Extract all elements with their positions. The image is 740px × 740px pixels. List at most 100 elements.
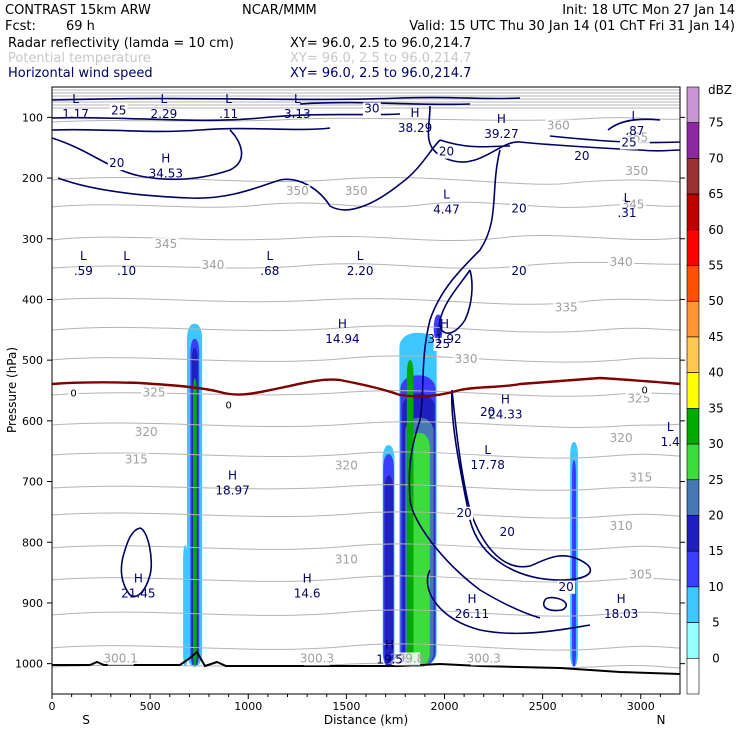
theta-label-bg xyxy=(107,652,134,666)
y-tick-label: 900 xyxy=(22,597,43,610)
y-tick-label: 1000 xyxy=(15,658,43,671)
valid-time: Valid: 15 UTC Thu 30 Jan 14 (01 ChT Fri … xyxy=(409,19,735,34)
colorbar-label: 65 xyxy=(708,187,723,201)
theta-label-bg xyxy=(284,185,311,199)
colorbar-swatch xyxy=(686,372,700,409)
wind-contour-small xyxy=(543,596,568,612)
colorbar-swatch xyxy=(686,443,700,481)
wind-label: 25 xyxy=(111,103,126,117)
colorbar-label: 75 xyxy=(708,116,723,130)
plot-area: 3603553503503503453453403403353303253253… xyxy=(51,87,681,694)
wind-label: 20 xyxy=(456,506,471,520)
colorbar-swatch xyxy=(686,86,700,124)
extremum-value: 24.33 xyxy=(488,408,522,422)
theta-label: 299.8 xyxy=(390,651,424,665)
theta-label: 345 xyxy=(621,197,644,211)
wind-label-bg xyxy=(498,526,517,540)
theta-label-bg xyxy=(453,353,480,367)
wind-contour-20-deep xyxy=(408,149,541,619)
theta-label: 360 xyxy=(547,118,570,132)
colorbar-label: 70 xyxy=(708,151,723,165)
extremum-value: 26.11 xyxy=(455,607,489,621)
theta-label: 350 xyxy=(286,184,309,198)
wind-label: 20 xyxy=(439,145,454,159)
extremum-marker: H xyxy=(228,469,237,483)
theta-contour-333 xyxy=(51,355,681,363)
wind-contour-20-main xyxy=(57,139,441,211)
y-tick-label: 700 xyxy=(22,476,43,489)
reflectivity-cell xyxy=(572,460,576,667)
wind-contour-25b xyxy=(51,127,331,133)
theta-contour-320 xyxy=(51,543,681,551)
colorbar-label: 45 xyxy=(708,330,723,344)
theta-label-bg xyxy=(141,386,168,400)
colorbar: 0 5 10 15 20 25 30 35 40 45 50 55 60 65 70 75 xyxy=(686,86,724,695)
extremum-value: .87 xyxy=(625,124,644,138)
wind-contour-25 xyxy=(51,113,401,122)
x-axis: 0 500 1000 1500 2000 2500 3000 xyxy=(49,694,661,713)
extremum-value: 18.03 xyxy=(604,607,638,621)
zero-label: 0 xyxy=(225,401,231,412)
extremum-marker: H xyxy=(303,572,312,586)
reflectivity-layer xyxy=(183,314,578,667)
colorbar-label: 60 xyxy=(708,223,723,237)
zero-label-bg xyxy=(68,387,79,399)
field-xy-theta: XY= 96.0, 2.5 to 96.0,214.7 xyxy=(290,51,471,66)
colorbar-swatch xyxy=(686,336,700,373)
wind-label-bg xyxy=(557,580,576,594)
wind-label: 20 xyxy=(574,149,589,163)
reflectivity-cell xyxy=(408,432,430,667)
wind-label-bg xyxy=(437,145,456,159)
wind-contour-20-left xyxy=(51,129,243,181)
wind-contours xyxy=(51,96,681,635)
colorbar-swatch xyxy=(686,300,700,338)
wind-contour-top-right xyxy=(607,118,661,131)
colorbar-label: 50 xyxy=(708,294,723,308)
colorbar-swatch xyxy=(686,515,700,552)
south-label: S xyxy=(82,713,90,727)
theta-label: 350 xyxy=(345,184,368,198)
theta-contour-322 xyxy=(51,511,681,519)
model-title: CONTRAST 15km ARW xyxy=(5,3,151,18)
extremum-marker: L xyxy=(357,249,364,263)
colorbar-label: 0 xyxy=(712,651,720,665)
extremum-marker: L xyxy=(294,92,301,106)
theta-label-bg xyxy=(608,432,635,446)
theta-label-bg xyxy=(133,426,160,440)
theta-contour-335 xyxy=(51,325,681,333)
theta-label: 300.3 xyxy=(467,651,501,665)
theta-label-bg xyxy=(608,256,635,270)
theta-label-bg xyxy=(608,520,635,534)
y-tick-label: 100 xyxy=(22,111,43,124)
colorbar-label: 20 xyxy=(708,508,723,522)
extremum-value: 1.4 xyxy=(661,435,680,449)
x-axis-label: Distance (km) xyxy=(324,713,408,727)
colorbar-swatch xyxy=(686,622,700,659)
field-name-wind: Horizontal wind speed xyxy=(8,66,153,81)
extremum-value: 2.20 xyxy=(347,264,374,278)
theta-label-bg xyxy=(199,259,226,273)
extremum-value: 18.97 xyxy=(215,484,249,498)
theta-label: 335 xyxy=(555,301,578,315)
field-xy-wind: XY= 96.0, 2.5 to 96.0,214.7 xyxy=(290,66,471,81)
extremum-marker: L xyxy=(624,191,631,205)
freezing-level-labels: 0 0 0 xyxy=(68,384,650,412)
theta-label: 320 xyxy=(135,425,158,439)
wind-label-bg xyxy=(455,506,474,520)
extremum-marker: L xyxy=(632,109,639,123)
zero-label-bg xyxy=(639,384,650,396)
extremum-value: 14.6 xyxy=(294,587,321,601)
wind-label: 30 xyxy=(364,101,379,115)
wind-contour-20-surface xyxy=(426,569,591,635)
extremum-value: 31.92 xyxy=(427,332,461,346)
zero-label: 0 xyxy=(641,386,647,397)
y-tick-label: 200 xyxy=(22,172,43,185)
x-tick-label: 1000 xyxy=(234,700,262,713)
extremum-marker: H xyxy=(385,637,394,651)
theta-contour-350 xyxy=(51,201,681,208)
wind-contour-20-upper xyxy=(427,105,681,163)
wind-label: 25 xyxy=(435,337,450,351)
theta-label-bg xyxy=(152,237,179,251)
extremum-value: .31 xyxy=(617,206,636,220)
